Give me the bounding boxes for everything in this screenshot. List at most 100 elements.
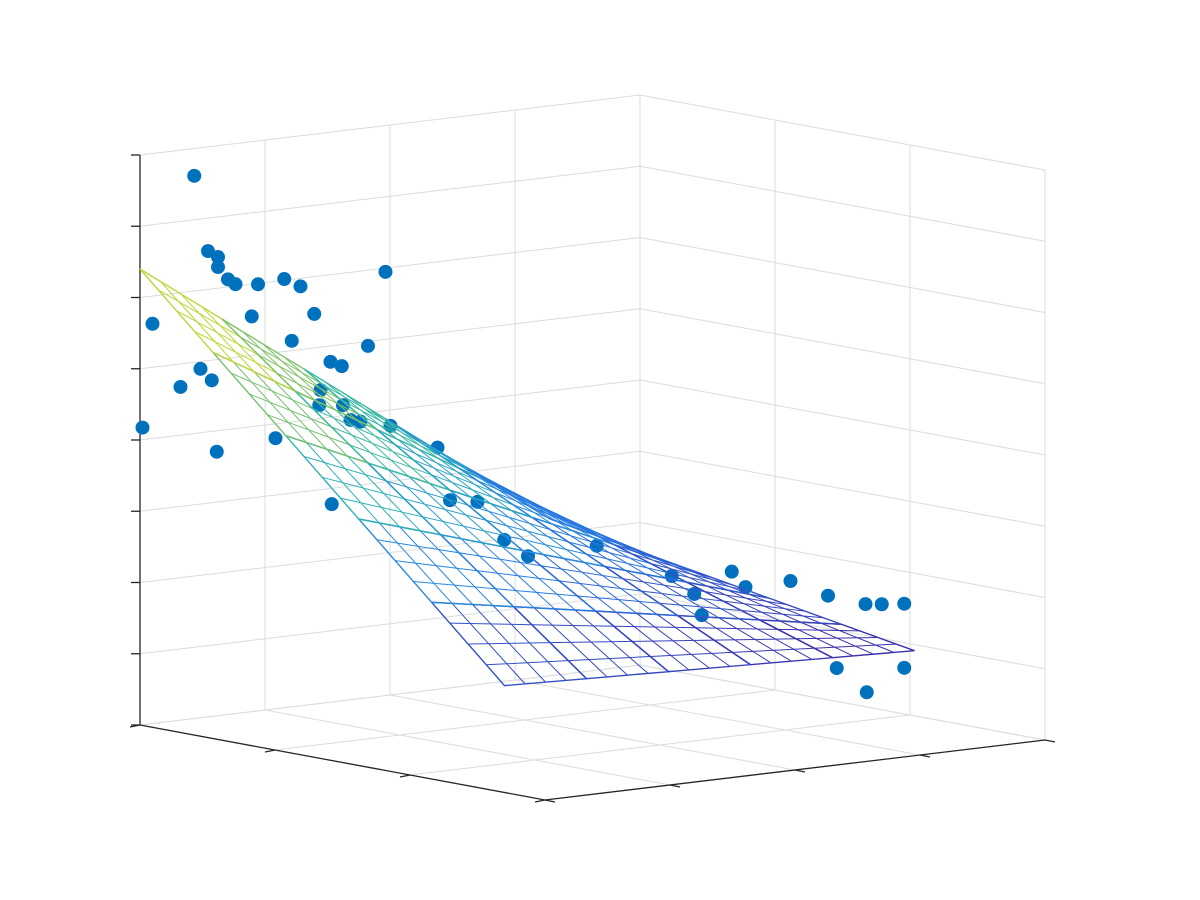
grid-line (639, 593, 1046, 670)
point (829, 661, 844, 676)
mesh-line (472, 604, 546, 683)
mesh-line (583, 562, 658, 615)
point (312, 398, 327, 413)
mesh-line (748, 593, 822, 624)
mesh-line (321, 383, 405, 432)
mesh-line (346, 455, 421, 532)
mesh-line (675, 564, 749, 595)
mesh-line (704, 591, 788, 606)
mesh-line (262, 343, 337, 411)
mesh-line (531, 624, 614, 627)
mesh-line (458, 552, 542, 567)
surface-cell (139, 268, 296, 392)
mesh-line (344, 393, 419, 450)
y-tick (919, 754, 931, 758)
mesh-line (540, 565, 624, 580)
point (228, 277, 243, 292)
point (783, 574, 798, 588)
mesh-line (593, 537, 667, 579)
mesh-line (563, 558, 637, 614)
point (268, 431, 283, 446)
mesh-line (654, 557, 728, 591)
mesh-line (419, 530, 494, 606)
mesh-line (408, 476, 483, 544)
mesh-line (157, 289, 241, 338)
point (324, 497, 339, 512)
point (211, 250, 225, 265)
mesh-line (738, 618, 813, 660)
mesh-line (511, 510, 585, 563)
point (724, 564, 739, 579)
grid-line (139, 664, 641, 726)
mesh-line (800, 621, 874, 655)
x-axis (139, 724, 546, 801)
y-tick (669, 784, 681, 788)
mesh-line (335, 409, 410, 477)
mesh-line (481, 542, 555, 610)
mesh-line (283, 356, 357, 421)
mesh-line (636, 612, 710, 669)
point (307, 306, 322, 321)
mesh-line (554, 608, 628, 676)
mesh-line (622, 578, 706, 593)
mesh-line (602, 535, 676, 566)
point (323, 354, 338, 369)
mesh-line (777, 628, 860, 632)
mesh-line (230, 372, 314, 410)
point (874, 597, 889, 612)
point (361, 338, 375, 353)
point (204, 373, 219, 388)
grid-line (639, 379, 1046, 456)
mesh-line (180, 293, 255, 372)
grid-line (639, 522, 1046, 598)
mesh-line (695, 627, 778, 630)
point (251, 277, 265, 292)
mesh-line (572, 530, 646, 575)
mesh-line (492, 605, 567, 681)
point (378, 264, 393, 279)
point (145, 316, 160, 331)
grid-line (264, 709, 671, 786)
surface-cell (686, 581, 842, 626)
mesh-line (508, 493, 583, 527)
mesh-line (727, 589, 801, 623)
mesh-line (326, 448, 401, 528)
point (187, 168, 202, 183)
point (173, 379, 188, 394)
mesh-line (312, 408, 396, 446)
mesh-line (718, 617, 792, 662)
point (897, 596, 912, 611)
mesh-line (449, 622, 532, 626)
point (193, 361, 208, 376)
mesh-line (665, 577, 740, 620)
mesh-line (549, 529, 633, 555)
point (334, 359, 349, 374)
mesh-line (467, 504, 551, 531)
grid-line (389, 694, 796, 771)
mesh-line (438, 458, 512, 511)
mesh-line (428, 482, 503, 548)
mesh-line (574, 609, 649, 674)
y-tick (794, 769, 806, 773)
mesh-line (645, 573, 719, 619)
mesh-line (529, 506, 603, 537)
point (821, 588, 835, 603)
grid-line (639, 450, 1046, 527)
mesh-line (394, 444, 478, 481)
grid-line (639, 94, 1046, 171)
point (293, 279, 308, 294)
mesh-line (417, 448, 492, 505)
point (244, 309, 259, 324)
mesh-line (274, 380, 348, 457)
point (135, 420, 150, 435)
grid-line (639, 165, 1046, 242)
mesh-line (656, 614, 731, 667)
mesh-line (303, 456, 387, 482)
x-tick (534, 799, 546, 803)
point (284, 333, 299, 348)
mesh-line (239, 336, 323, 385)
surface-cell (221, 318, 378, 431)
grid-line (639, 308, 1046, 385)
mesh-line (376, 539, 460, 554)
